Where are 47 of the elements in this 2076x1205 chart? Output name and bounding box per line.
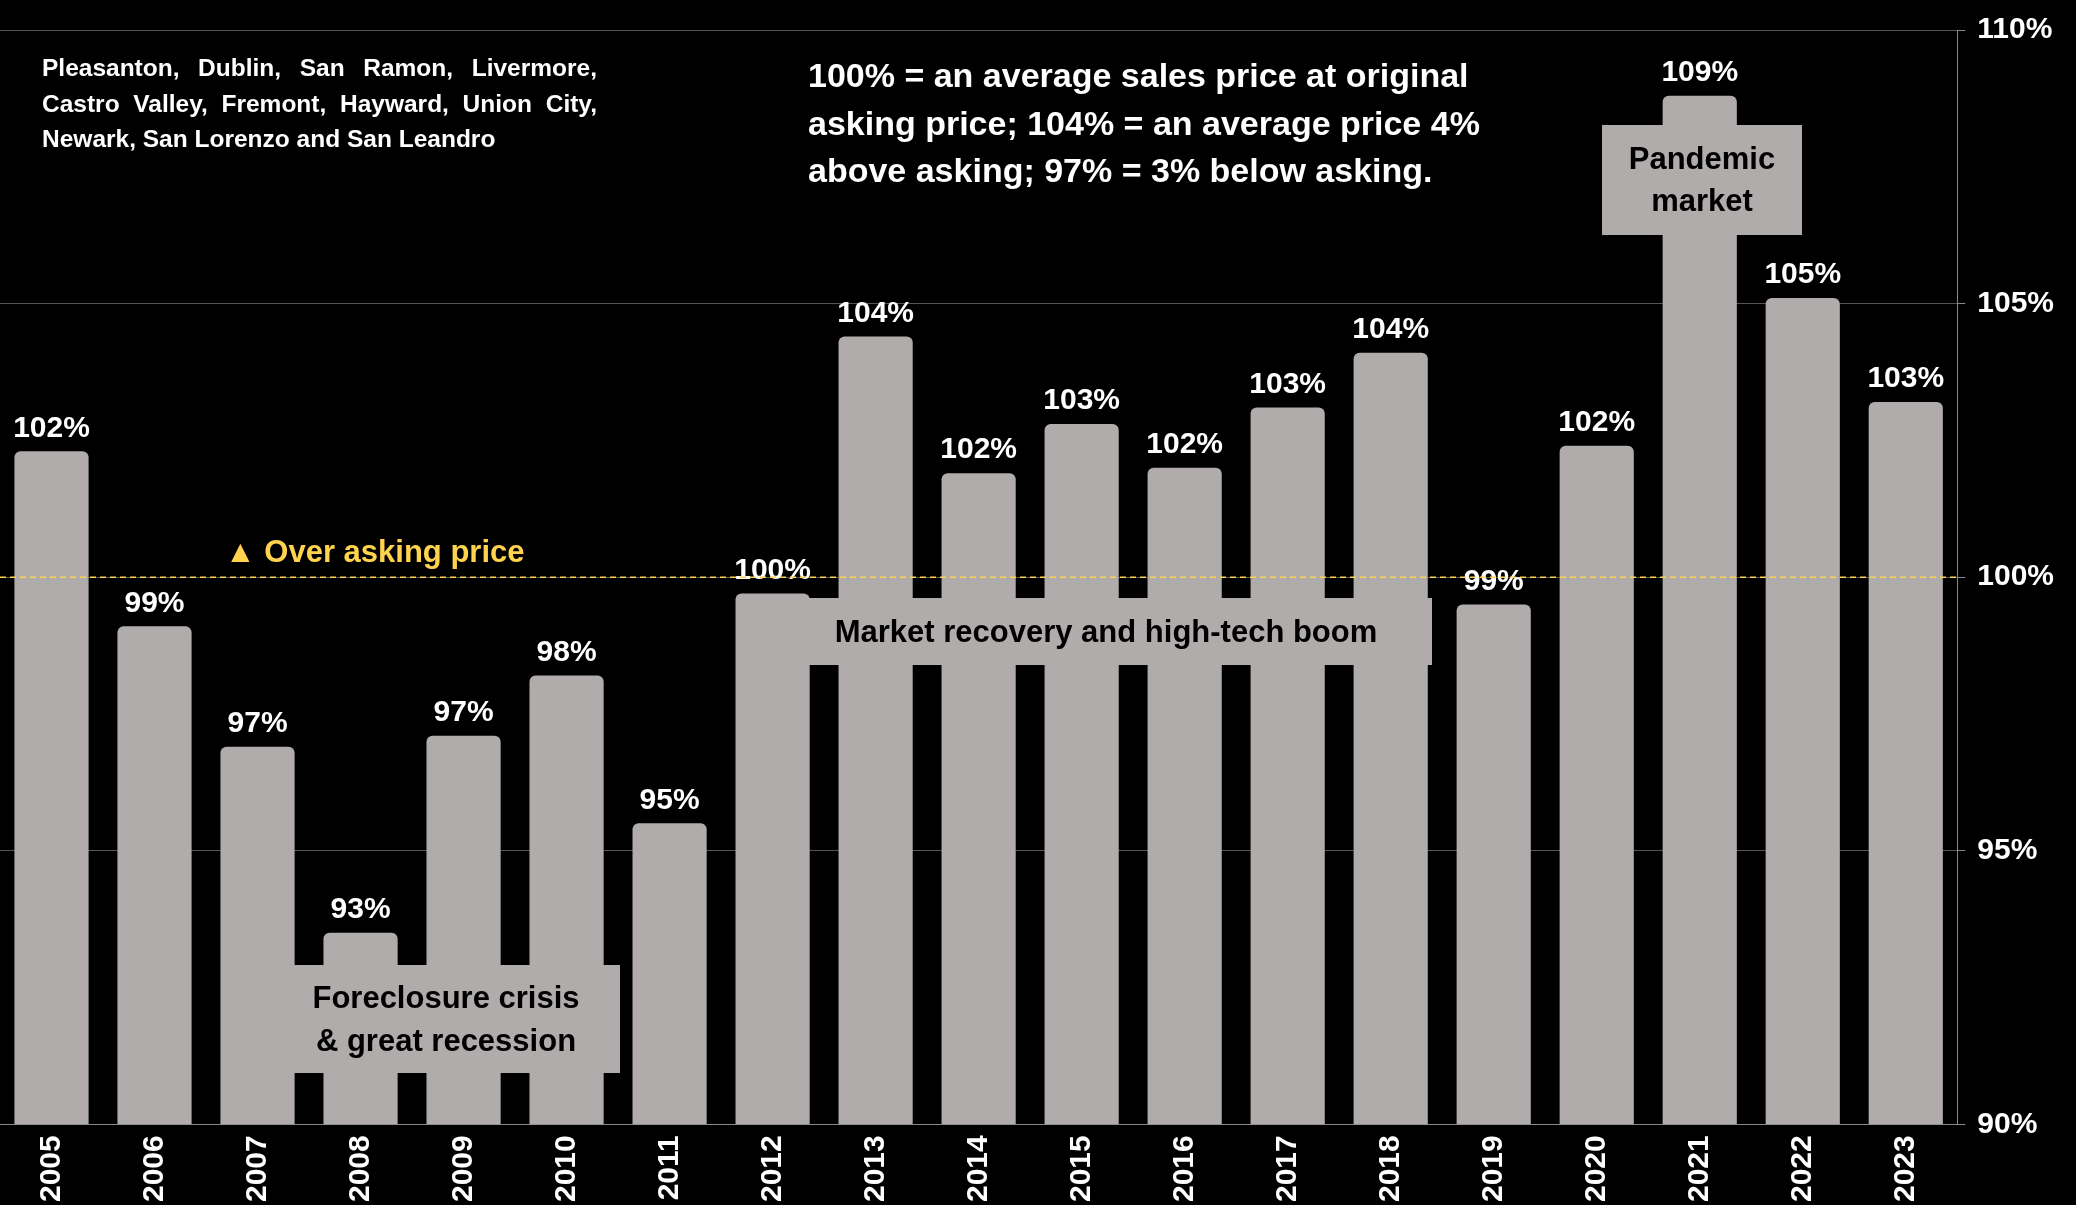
x-tick-label: 2006	[135, 1135, 169, 1203]
x-tick-label: 2014	[959, 1134, 993, 1203]
y-tick-label: 95%	[1977, 831, 2038, 865]
y-tick-label: 90%	[1977, 1105, 2038, 1139]
data-label: 104%	[1352, 311, 1430, 345]
data-label: 97%	[433, 694, 494, 728]
data-label: 104%	[837, 294, 914, 328]
data-label: 102%	[1146, 425, 1224, 459]
data-label: 102%	[940, 431, 1017, 465]
data-label: 102%	[1558, 404, 1636, 438]
data-label: 99%	[1463, 562, 1524, 596]
x-tick-label: 2009	[444, 1135, 478, 1203]
x-tick-label: 2021	[1681, 1135, 1714, 1203]
data-label: 103%	[1249, 365, 1327, 399]
ref-line-label: ▲ Over asking price	[225, 534, 525, 570]
y-tick-label: 110%	[1977, 11, 2053, 45]
data-label: 98%	[536, 633, 597, 667]
y-tick-label: 100%	[1977, 558, 2055, 592]
data-label: 102%	[13, 409, 90, 443]
data-label: 93%	[330, 891, 391, 925]
data-label: 103%	[1867, 360, 1945, 394]
data-label: 105%	[1764, 256, 1842, 290]
annotation: 100% = an average sales price at original asking price; 104% = an average price 4% above asking; 97% = 3% below asking.	[808, 55, 1481, 192]
data-label: 103%	[1043, 382, 1121, 416]
data-label: 97%	[227, 705, 288, 739]
x-tick-label: 2012	[753, 1135, 787, 1203]
callout-box: Pandemic market	[1602, 125, 1802, 235]
x-tick-label: 2008	[341, 1135, 375, 1203]
x-tick-label: 2005	[32, 1135, 66, 1203]
x-tick-label: 2007	[238, 1135, 272, 1203]
x-tick-label: 2023	[1887, 1135, 1921, 1203]
x-tick-label: 2016	[1165, 1135, 1199, 1203]
x-tick-label: 2011	[650, 1135, 684, 1201]
data-label: 95%	[639, 781, 700, 815]
x-tick-label: 2010	[547, 1135, 581, 1203]
y-tick-label: 105%	[1977, 284, 2055, 318]
x-tick-label: 2015	[1062, 1135, 1096, 1203]
data-label: 109%	[1661, 53, 1739, 87]
x-tick-label: 2017	[1268, 1135, 1302, 1203]
x-tick-label: 2020	[1577, 1135, 1611, 1203]
x-tick-label: 2013	[856, 1135, 890, 1203]
x-tick-label: 2019	[1474, 1135, 1508, 1203]
data-label: 99%	[124, 584, 185, 618]
annotation: Pleasanton, Dublin, San Ramon, Livermore, Castro Valley, Fremont, Hayward, Union City, Newark, San Lorenzo and San Leandro	[42, 53, 597, 155]
x-tick-label: 2022	[1784, 1135, 1818, 1203]
data-label: 100%	[734, 551, 811, 585]
x-tick-label: 2018	[1371, 1135, 1405, 1203]
